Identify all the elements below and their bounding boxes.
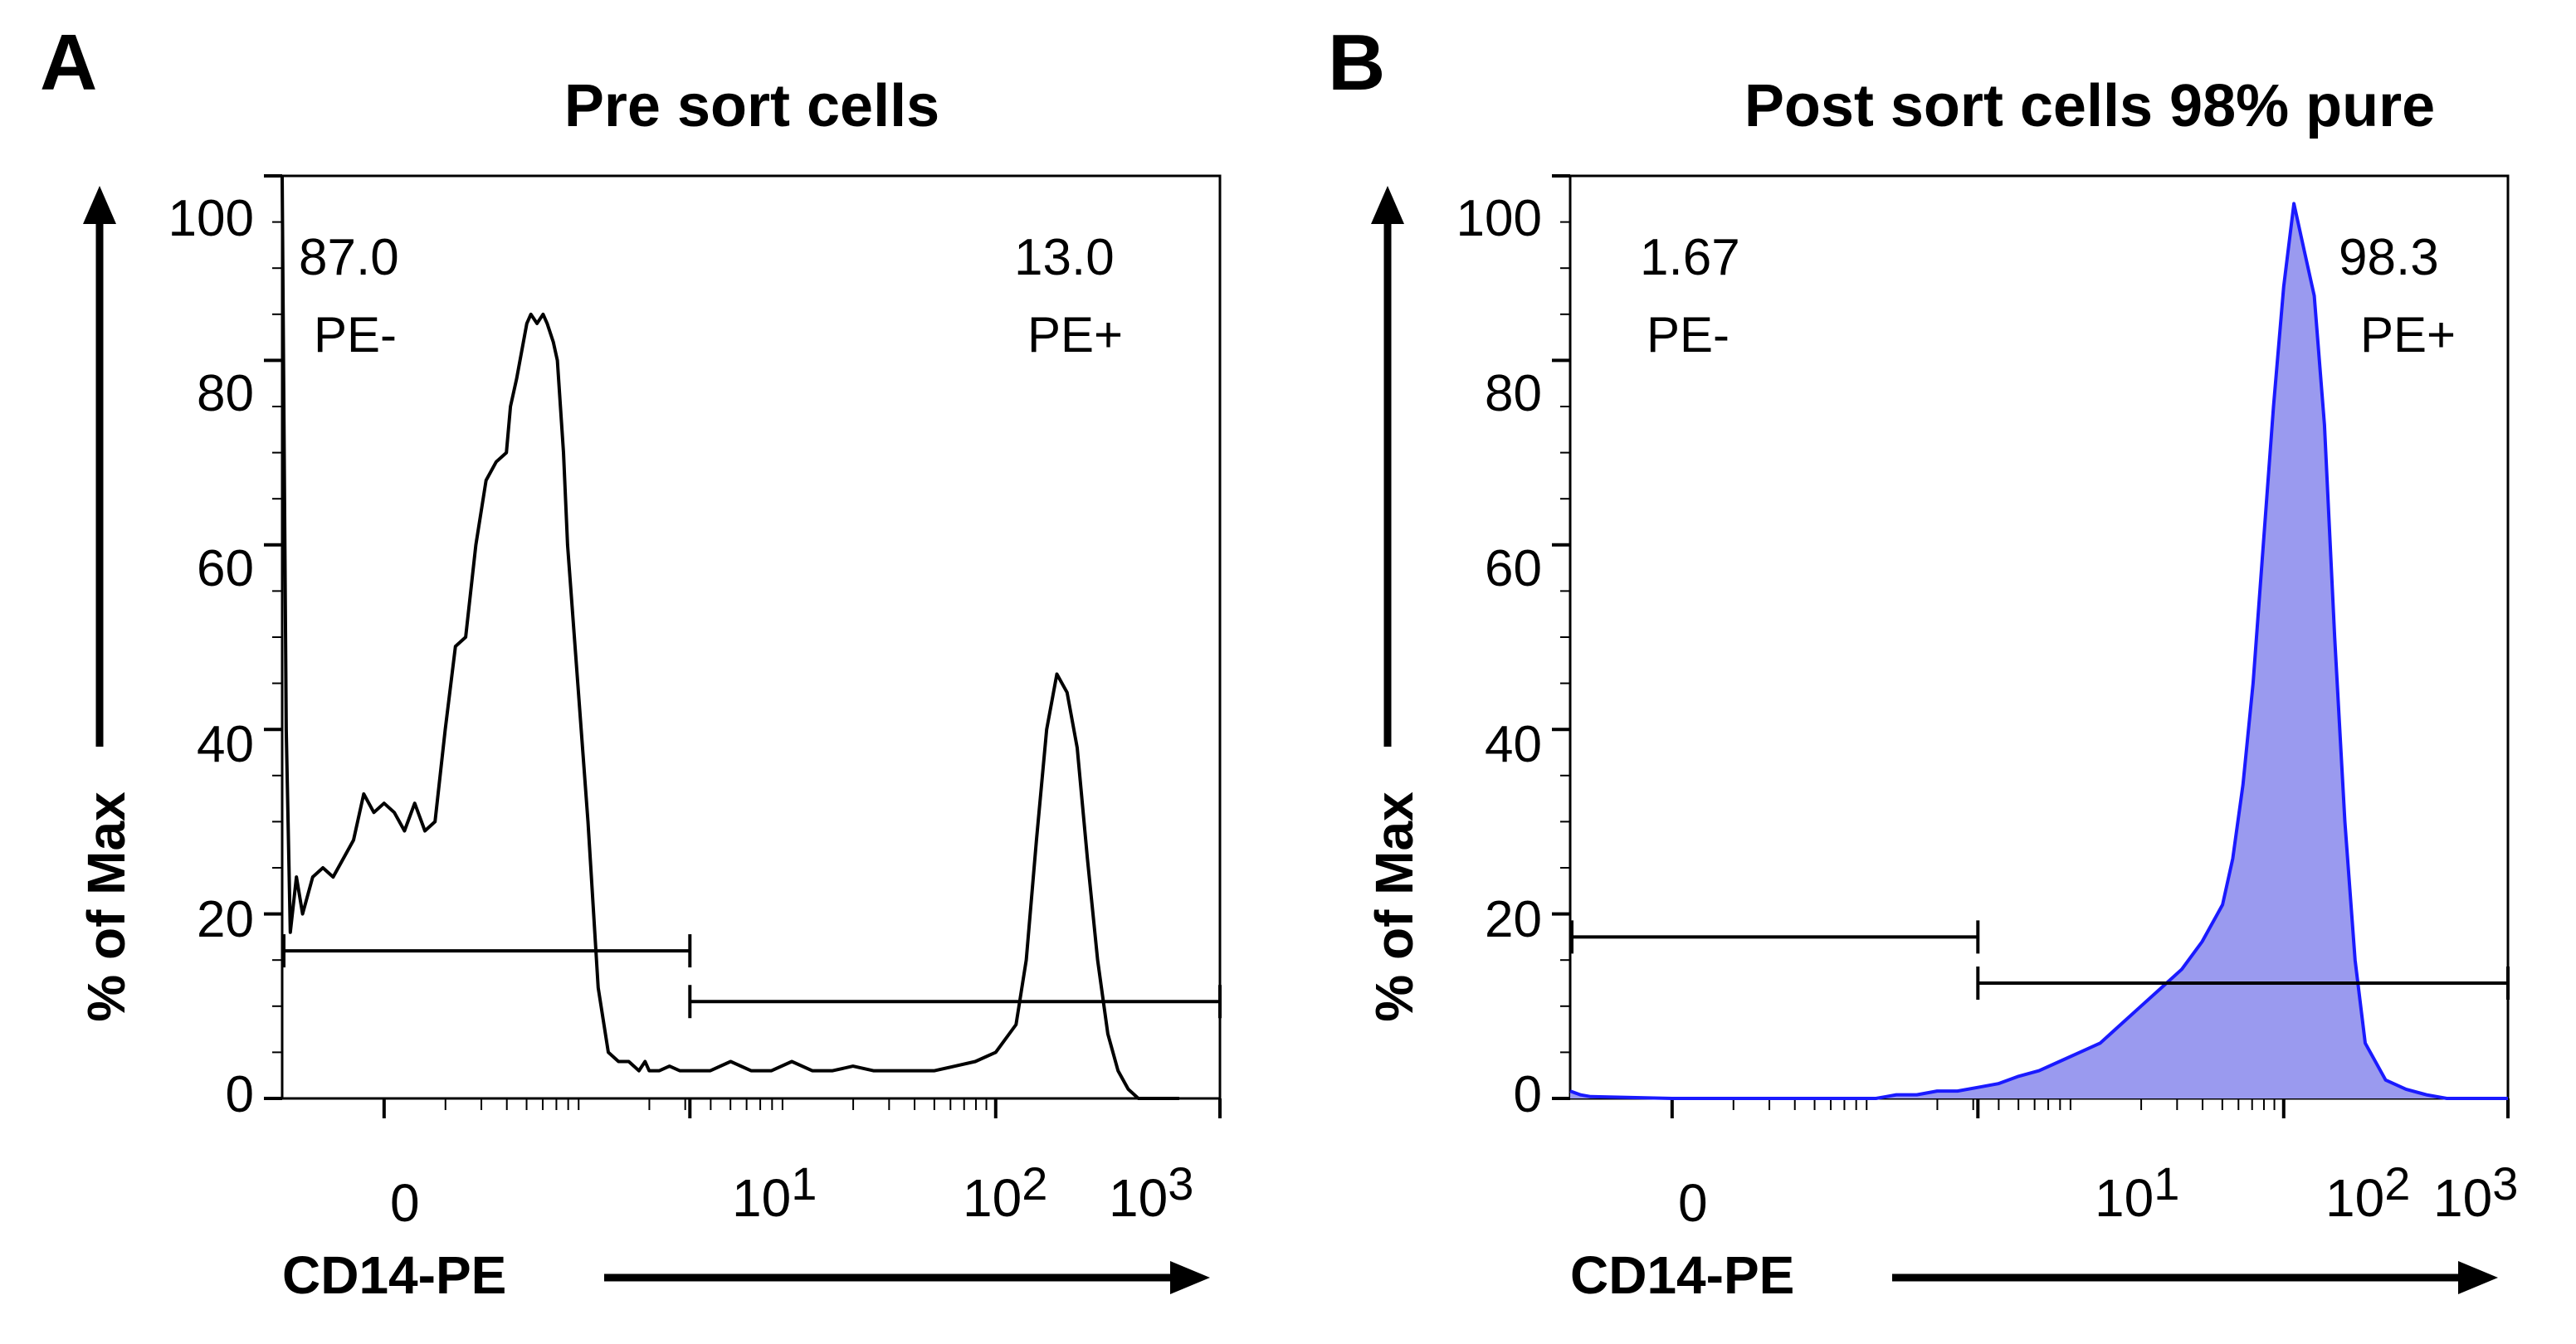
- x-tick-exponent: 2: [2384, 1157, 2411, 1210]
- x-tick-base: 10: [1109, 1168, 1168, 1228]
- y-tick-label: 40: [197, 716, 254, 773]
- histogram-plot: [1371, 174, 2510, 1294]
- gate-pe-pos-label: PE+: [2360, 307, 2456, 363]
- x-tick-base: 10: [2095, 1168, 2154, 1228]
- y-axis-arrow-head: [83, 186, 116, 224]
- x-tick-label: 103: [1109, 1161, 1193, 1228]
- x-axis-label: CD14-PE: [282, 1245, 507, 1305]
- x-tick-base: 10: [2433, 1168, 2493, 1228]
- panel-b: B Post sort cells 98% pure % of Max CD14…: [1288, 0, 2576, 1344]
- x-axis-label: CD14-PE: [1570, 1245, 1795, 1305]
- y-tick-label: 60: [197, 540, 254, 597]
- x-tick-label: 102: [963, 1161, 1047, 1228]
- x-tick-label: 102: [2325, 1161, 2410, 1228]
- y-tick-label: 100: [168, 190, 254, 247]
- x-tick-exponent: 3: [2492, 1157, 2519, 1210]
- x-axis-arrow-head: [1170, 1261, 1210, 1294]
- chart-title: Pre sort cells: [564, 73, 940, 139]
- y-tick-label: 100: [1456, 190, 1542, 247]
- y-tick-label: 60: [1485, 540, 1542, 597]
- x-tick-base: 0: [390, 1173, 420, 1233]
- x-tick-label: 101: [2095, 1161, 2179, 1228]
- gate-pe-pos-label: PE+: [1027, 307, 1124, 363]
- y-tick-label: 80: [197, 365, 254, 422]
- y-axis-label: % of Max: [76, 791, 136, 1022]
- x-tick-base: 10: [732, 1168, 792, 1228]
- panel-a: A Pre sort cells % of Max CD14-PE 0 20 4…: [40, 18, 1222, 1305]
- x-tick-label: 0: [390, 1176, 420, 1230]
- gate-pe-pos-percent: 98.3: [2339, 229, 2439, 286]
- y-tick-label: 20: [197, 891, 254, 948]
- histogram-line: [1569, 202, 2508, 1100]
- x-tick-label: 103: [2433, 1161, 2518, 1228]
- x-tick-base: 10: [963, 1168, 1022, 1228]
- gate-pe-pos-percent: 13.0: [1014, 229, 1115, 286]
- x-tick-label: 101: [732, 1161, 817, 1228]
- gate-pe-neg-percent: 1.67: [1640, 229, 1740, 286]
- x-tick-exponent: 3: [1168, 1157, 1194, 1210]
- histogram-plot: [83, 174, 1222, 1294]
- y-tick-label: 40: [1485, 716, 1542, 773]
- y-tick-label: 80: [1485, 365, 1542, 422]
- chart-title: Post sort cells 98% pure: [1744, 73, 2436, 139]
- x-tick-label: 0: [1678, 1176, 1708, 1230]
- panel-letter: A: [40, 18, 98, 107]
- y-tick-label: 20: [1485, 891, 1542, 948]
- y-axis-arrow-head: [1371, 186, 1404, 224]
- y-tick-label: 0: [1513, 1066, 1542, 1123]
- x-tick-base: 0: [1678, 1173, 1708, 1233]
- y-tick-label: 0: [225, 1066, 254, 1123]
- x-tick-base: 10: [2325, 1168, 2385, 1228]
- gate-pe-neg-label: PE-: [314, 307, 398, 363]
- panel-letter: B: [1328, 18, 1386, 107]
- x-tick-exponent: 1: [791, 1157, 817, 1210]
- x-tick-exponent: 1: [2154, 1157, 2180, 1210]
- histogram-line: [281, 175, 1179, 1100]
- gate-pe-neg-percent: 87.0: [299, 229, 399, 286]
- x-tick-exponent: 2: [1022, 1157, 1048, 1210]
- gate-pe-neg-label: PE-: [1647, 307, 1730, 363]
- x-axis-arrow-head: [2458, 1261, 2498, 1294]
- y-axis-label: % of Max: [1364, 791, 1424, 1022]
